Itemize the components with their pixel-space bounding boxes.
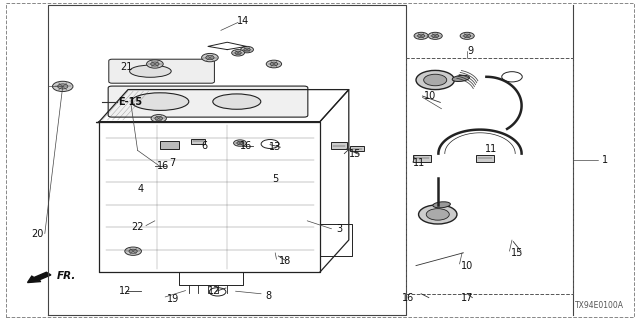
Text: 1: 1 — [602, 155, 608, 165]
Text: 16: 16 — [157, 161, 170, 172]
Text: 16: 16 — [240, 140, 253, 151]
Bar — [332, 142, 348, 149]
Text: 19: 19 — [166, 294, 179, 304]
Circle shape — [270, 62, 278, 66]
Circle shape — [237, 141, 243, 145]
Text: 11: 11 — [485, 144, 498, 154]
Text: 21: 21 — [120, 62, 133, 72]
Circle shape — [234, 140, 246, 146]
Bar — [191, 139, 205, 144]
Circle shape — [432, 34, 439, 37]
Ellipse shape — [131, 93, 189, 110]
Text: TX94E0100A: TX94E0100A — [575, 301, 624, 310]
Text: E-15: E-15 — [118, 97, 143, 108]
Text: 20: 20 — [31, 228, 44, 239]
Text: FR.: FR. — [56, 271, 76, 281]
Circle shape — [125, 247, 141, 255]
Circle shape — [202, 53, 218, 62]
Text: 10: 10 — [461, 260, 474, 271]
Circle shape — [232, 50, 244, 56]
Circle shape — [414, 32, 428, 39]
Text: 12: 12 — [208, 286, 221, 296]
FancyBboxPatch shape — [108, 86, 308, 117]
Circle shape — [206, 56, 214, 60]
Text: 11: 11 — [413, 158, 426, 168]
Circle shape — [241, 46, 253, 53]
Ellipse shape — [129, 65, 172, 77]
Text: 5: 5 — [272, 174, 278, 184]
Text: 14: 14 — [237, 16, 250, 26]
Text: 6: 6 — [202, 140, 208, 151]
Text: 9: 9 — [467, 46, 474, 56]
Text: 22: 22 — [131, 222, 144, 232]
FancyArrow shape — [28, 272, 51, 283]
Text: 17: 17 — [461, 292, 474, 303]
Circle shape — [155, 116, 163, 120]
Circle shape — [52, 81, 73, 92]
Circle shape — [129, 249, 138, 253]
Bar — [160, 141, 179, 149]
Text: 4: 4 — [138, 184, 144, 194]
Text: 10: 10 — [424, 91, 436, 101]
Circle shape — [147, 60, 163, 68]
Circle shape — [235, 51, 241, 54]
Circle shape — [426, 209, 449, 220]
Ellipse shape — [452, 75, 470, 82]
Text: 12: 12 — [118, 286, 131, 296]
Bar — [413, 155, 431, 162]
Text: 15: 15 — [511, 248, 524, 258]
Circle shape — [416, 70, 454, 90]
Circle shape — [151, 62, 159, 66]
Bar — [350, 146, 364, 151]
Text: 7: 7 — [170, 158, 176, 168]
Ellipse shape — [433, 202, 451, 208]
Text: 3: 3 — [336, 224, 342, 234]
Circle shape — [460, 32, 474, 39]
Circle shape — [244, 48, 250, 51]
Circle shape — [418, 34, 425, 37]
Text: 16: 16 — [402, 292, 415, 303]
Bar — [476, 155, 494, 162]
Circle shape — [266, 60, 282, 68]
Circle shape — [151, 115, 166, 122]
Circle shape — [463, 34, 471, 37]
Circle shape — [419, 205, 457, 224]
Text: 8: 8 — [266, 291, 272, 301]
Circle shape — [424, 74, 447, 86]
FancyBboxPatch shape — [109, 59, 214, 83]
Text: 15: 15 — [349, 148, 362, 159]
Text: 18: 18 — [278, 256, 291, 266]
Ellipse shape — [212, 94, 261, 109]
Text: 13: 13 — [269, 142, 282, 152]
Circle shape — [428, 32, 442, 39]
Circle shape — [58, 84, 68, 89]
